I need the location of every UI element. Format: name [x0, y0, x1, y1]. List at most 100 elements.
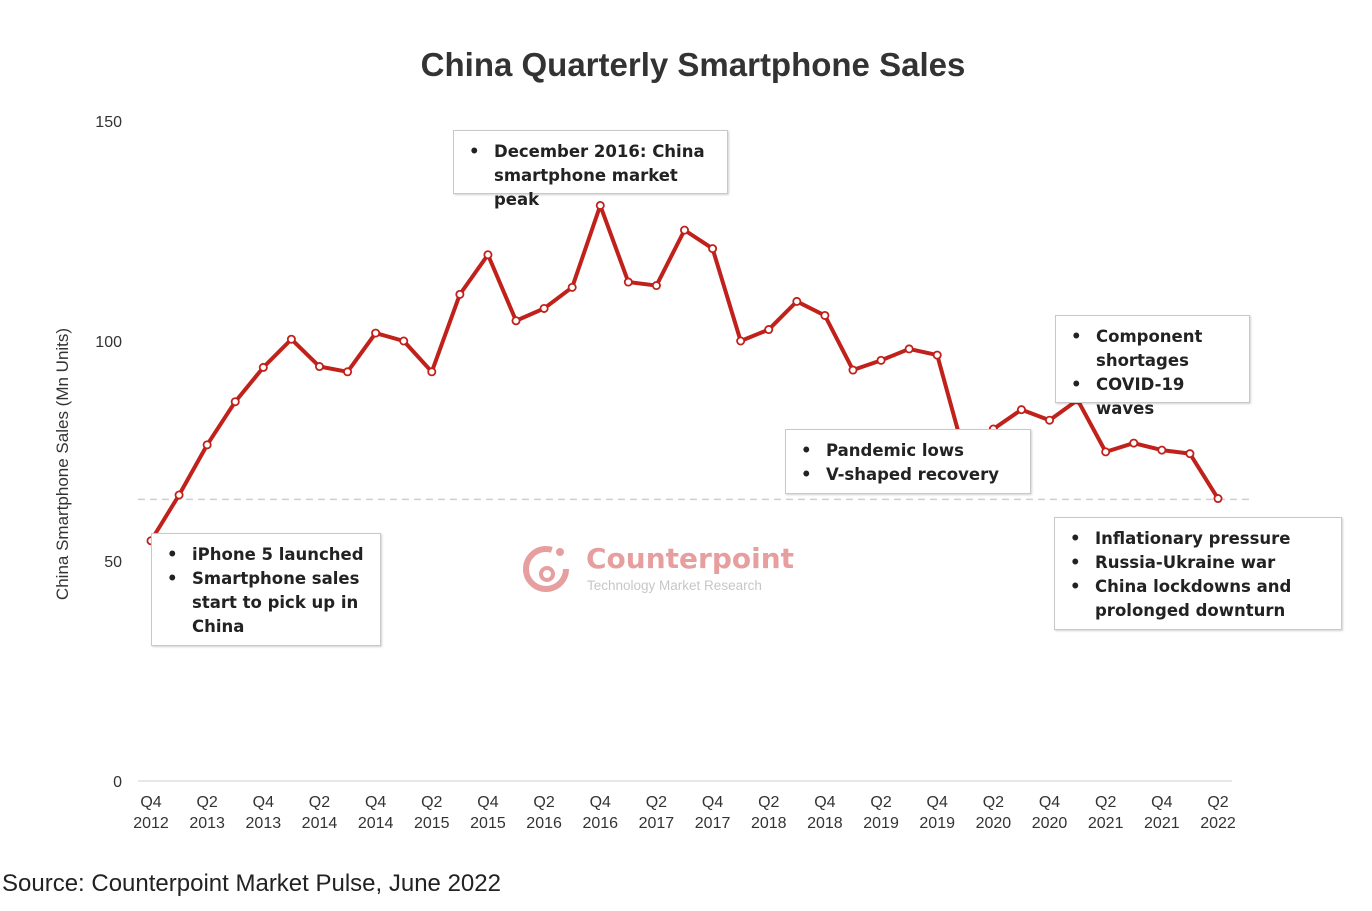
x-tick-label: Q4 2012 [133, 794, 169, 832]
data-point [483, 250, 493, 260]
x-tick-quarter: Q2 [421, 794, 442, 811]
x-tick-quarter: Q4 [365, 794, 386, 811]
data-point [680, 225, 690, 235]
x-tick-quarter: Q2 [646, 794, 667, 811]
x-tick-year: 2019 [863, 815, 899, 832]
data-point [511, 316, 521, 326]
watermark-tagline: Technology Market Research [587, 578, 762, 593]
data-point [258, 362, 268, 372]
data-point [314, 362, 324, 372]
x-tick-year: 2014 [302, 815, 338, 832]
data-point [202, 440, 212, 450]
data-points-layer [146, 200, 1223, 546]
x-tick-label: Q4 2017 [695, 794, 731, 832]
annotation-iphone-bullet-1: iPhone 5 launched [164, 543, 368, 567]
x-tick-year: 2012 [133, 815, 169, 832]
annotation-iphone-bullet-2: Smartphone sales start to pick up in Chi… [164, 567, 368, 639]
data-point [651, 281, 661, 291]
data-point [820, 310, 830, 320]
chart-title: China Quarterly Smartphone Sales [420, 46, 966, 83]
x-tick-label: Q2 2016 [526, 794, 562, 832]
x-tick-quarter: Q4 [253, 794, 274, 811]
data-point [764, 325, 774, 335]
annotation-peak-bullet-1: December 2016: China smartphone market p… [466, 140, 715, 212]
annotation-component-bullet-1: Component shortages [1068, 325, 1237, 373]
x-tick-label: Q4 2015 [470, 794, 506, 832]
annotation-inflation-bullet-3: China lockdowns and prolonged downturn [1067, 575, 1329, 623]
y-tick-label: 100 [95, 334, 122, 351]
data-point [399, 336, 409, 346]
y-tick-label: 50 [104, 554, 122, 571]
data-point [427, 367, 437, 377]
x-tick-quarter: Q2 [309, 794, 330, 811]
x-tick-year: 2015 [470, 815, 506, 832]
y-tick-label: 0 [113, 774, 122, 791]
x-tick-quarter: Q2 [533, 794, 554, 811]
x-tick-quarter: Q4 [702, 794, 723, 811]
annotation-inflation-bullet-1: Inflationary pressure [1067, 527, 1329, 551]
data-point [876, 355, 886, 365]
x-tick-year: 2021 [1088, 815, 1124, 832]
x-tick-quarter: Q2 [1207, 794, 1228, 811]
x-tick-quarter: Q4 [927, 794, 948, 811]
x-tick-label: Q2 2015 [414, 794, 450, 832]
x-tick-label: Q4 2014 [358, 794, 394, 832]
data-point [1045, 415, 1055, 425]
x-tick-year: 2021 [1144, 815, 1180, 832]
x-tick-year: 2019 [919, 815, 955, 832]
annotation-component: Component shortages COVID-19 waves [1055, 315, 1250, 418]
x-tick-label: Q2 2014 [302, 794, 338, 832]
x-tick-year: 2020 [1032, 815, 1068, 832]
counterpoint-watermark: Counterpoint Technology Market Research [520, 540, 800, 600]
data-point [230, 397, 240, 407]
x-tick-label: Q2 2020 [976, 794, 1012, 832]
annotation-component-bullet-2: COVID-19 waves [1068, 373, 1237, 421]
y-axis-label: China Smartphone Sales (Mn Units) [53, 328, 72, 600]
x-tick-label: Q2 2021 [1088, 794, 1124, 832]
data-point [708, 244, 718, 254]
data-point [539, 303, 549, 313]
y-tick-label: 150 [95, 114, 122, 131]
x-tick-year: 2022 [1200, 815, 1236, 832]
data-point [286, 334, 296, 344]
x-tick-label: Q4 2019 [919, 794, 955, 832]
data-point [1185, 449, 1195, 459]
x-tick-label: Q2 2019 [863, 794, 899, 832]
x-tick-year: 2015 [414, 815, 450, 832]
data-point [1157, 445, 1167, 455]
x-tick-quarter: Q4 [140, 794, 161, 811]
x-tick-label: Q4 2021 [1144, 794, 1180, 832]
x-tick-label: Q4 2016 [582, 794, 618, 832]
data-point [736, 336, 746, 346]
data-point [848, 365, 858, 375]
x-tick-quarter: Q2 [758, 794, 779, 811]
x-tick-label: Q2 2013 [189, 794, 225, 832]
x-tick-year: 2014 [358, 815, 394, 832]
line-chart: 050100150Q42012Q22013Q42013Q22014Q42014Q… [53, 114, 1250, 832]
x-tick-quarter: Q4 [590, 794, 611, 811]
annotation-inflation-bullet-2: Russia-Ukraine war [1067, 551, 1329, 575]
x-tick-quarter: Q2 [983, 794, 1004, 811]
watermark-name: Counterpoint [586, 542, 795, 575]
x-tick-year: 2018 [751, 815, 787, 832]
x-tick-quarter: Q4 [1039, 794, 1060, 811]
data-point [932, 350, 942, 360]
x-tick-quarter: Q4 [1151, 794, 1172, 811]
x-tick-year: 2017 [695, 815, 731, 832]
annotation-pandemic-bullet-2: V-shaped recovery [798, 463, 1018, 487]
x-tick-year: 2020 [976, 815, 1012, 832]
x-tick-label: Q2 2022 [1200, 794, 1236, 832]
source-note: Source: Counterpoint Market Pulse, June … [2, 870, 501, 897]
x-tick-quarter: Q4 [814, 794, 835, 811]
data-point [623, 277, 633, 287]
data-point [1213, 494, 1223, 504]
data-point [792, 296, 802, 306]
x-tick-quarter: Q4 [477, 794, 498, 811]
x-tick-year: 2013 [189, 815, 225, 832]
axis-layer: 050100150Q42012Q22013Q42013Q22014Q42014Q… [95, 114, 1236, 832]
annotation-iphone: iPhone 5 launched Smartphone sales start… [151, 533, 381, 646]
x-tick-year: 2017 [639, 815, 675, 832]
x-tick-label: Q4 2013 [246, 794, 282, 832]
annotation-peak: December 2016: China smartphone market p… [453, 130, 728, 209]
x-tick-label: Q2 2017 [639, 794, 675, 832]
